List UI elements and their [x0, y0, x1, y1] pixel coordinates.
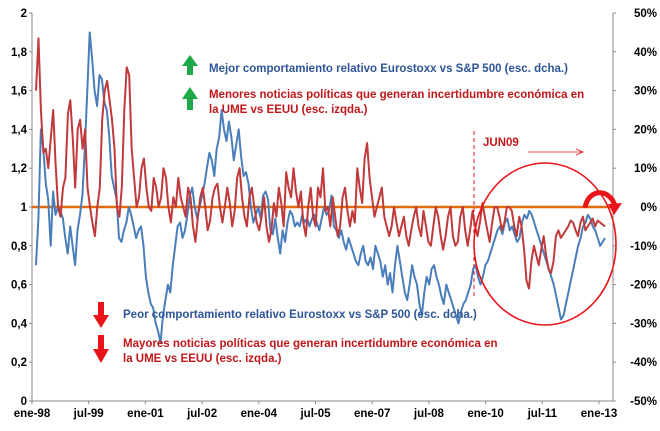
x-tick-label: ene-98	[14, 408, 51, 420]
x-tick-label: ene-10	[467, 408, 503, 420]
highlight-ellipse	[473, 162, 617, 326]
right-tick-label: 0%	[640, 202, 657, 214]
right-tick-label: 20%	[634, 124, 657, 136]
annotation-bottom-line2a: Mayores noticias políticas que generan i…	[123, 338, 498, 350]
curved-arrow-head	[608, 203, 622, 215]
left-tick-label: 1,6	[11, 86, 27, 98]
series-layer	[35, 31, 606, 344]
annotation-top-line2b: la UME vs EEUU (esc. izqda.)	[209, 104, 368, 116]
x-tick-label: ene-13	[581, 408, 617, 420]
right-tick-label: 40%	[634, 47, 657, 59]
right-tick-label: -10%	[630, 241, 657, 253]
left-tick-label: 0,6	[11, 280, 27, 292]
x-tick-label: jul-08	[413, 408, 445, 420]
series-line-eurostoxx-vs-sp500	[35, 31, 606, 344]
right-tick-label: 50%	[634, 8, 657, 20]
x-axis-ticks: ene-98 jul-99 ene-01 jul-02 ene-04 jul-05 ene-…	[14, 401, 617, 420]
right-axis-ticks: -50% -40% -30% -20% -10% 0% 10% 20% 30% 40% 50%	[613, 8, 657, 408]
left-tick-label: 1,4	[11, 124, 28, 136]
annotation-top-line2a: Menores noticias políticas que generan i…	[209, 89, 584, 101]
left-tick-label: 0,8	[11, 241, 28, 253]
left-tick-label: 0,2	[11, 357, 27, 369]
down-arrow-icon	[93, 302, 109, 328]
annotation-bottom-line1: Peor comportamiento relativo Eurostoxx v…	[123, 309, 477, 321]
left-tick-label: 1,8	[11, 47, 28, 59]
annotation-top-line1: Mejor comportamiento relativo Eurostoxx …	[209, 63, 568, 75]
left-tick-label: 0	[21, 396, 27, 408]
up-arrow-icon	[182, 55, 198, 75]
x-tick-label: jul-11	[527, 408, 558, 420]
x-tick-label: jul-99	[73, 408, 104, 420]
left-tick-label: 0,4	[11, 318, 28, 330]
x-tick-label: ene-07	[354, 408, 390, 420]
left-tick-label: 1,2	[11, 163, 27, 175]
annotation-bottom-line2b: la UME vs EEUU (esc. izqda.)	[123, 353, 282, 365]
curved-arrow-icon	[582, 190, 618, 209]
right-tick-label: -30%	[630, 318, 657, 330]
right-tick-label: -20%	[630, 280, 657, 292]
left-axis-ticks: 0 0,2 0,4 0,6 0,8 1 1,2 1,4 1,6 1,8 2	[11, 8, 32, 408]
x-tick-label: jul-02	[186, 408, 217, 420]
jun09-label: JUN09	[483, 137, 519, 149]
jun09-arrow-head	[575, 148, 585, 156]
x-tick-label: ene-01	[127, 408, 164, 420]
up-arrow-icon	[182, 87, 198, 110]
right-tick-label: 10%	[634, 163, 657, 175]
right-tick-label: -50%	[630, 396, 657, 408]
right-tick-label: -40%	[630, 357, 657, 369]
right-tick-label: 30%	[634, 86, 657, 98]
series-line-political-news	[35, 37, 606, 290]
down-arrow-icon	[93, 335, 109, 363]
left-tick-label: 2	[21, 8, 27, 20]
x-tick-label: jul-05	[299, 408, 331, 420]
x-tick-label: ene-04	[241, 408, 278, 420]
left-tick-label: 1	[21, 202, 28, 214]
